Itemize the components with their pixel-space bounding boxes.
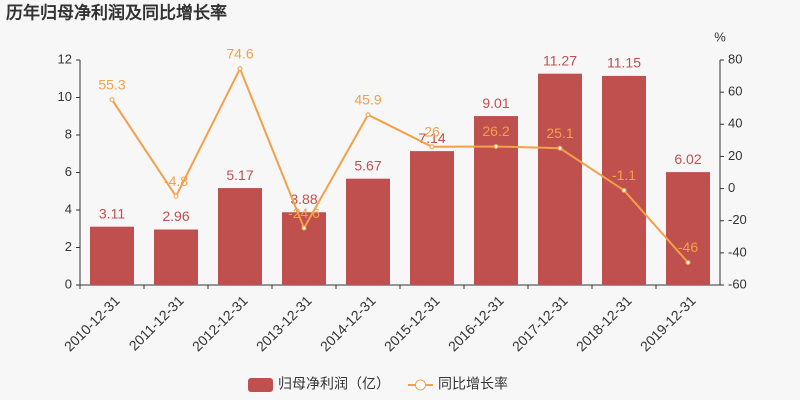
bar-value-label: 3.88 bbox=[290, 191, 317, 207]
x-tick-label: 2013-12-31 bbox=[253, 292, 315, 354]
line-point bbox=[493, 143, 499, 149]
y-tick-label: 4 bbox=[65, 201, 72, 216]
bar bbox=[90, 226, 134, 285]
line-point bbox=[301, 225, 307, 231]
y2-tick-label: 80 bbox=[728, 51, 742, 66]
y2-unit: % bbox=[714, 29, 726, 44]
bar-value-label: 3.11 bbox=[99, 205, 125, 221]
y2-tick-label: -20 bbox=[728, 212, 747, 227]
y2-tick-label: 60 bbox=[728, 84, 742, 99]
y-tick-label: 10 bbox=[58, 89, 72, 104]
line-point bbox=[173, 193, 179, 199]
y2-tick-label: 0 bbox=[728, 180, 735, 195]
line-value-label: -24.6 bbox=[288, 205, 320, 221]
bar-value-label: 5.67 bbox=[354, 157, 381, 173]
bar bbox=[282, 212, 326, 285]
bar bbox=[666, 172, 710, 285]
line-point bbox=[429, 144, 435, 150]
bar-value-label: 11.15 bbox=[607, 55, 641, 71]
y-tick-label: 0 bbox=[65, 276, 72, 291]
line-value-label: 55.3 bbox=[98, 76, 125, 92]
line-point bbox=[109, 97, 115, 103]
bar bbox=[154, 229, 198, 285]
bar bbox=[538, 73, 582, 285]
bar-value-label: 11.27 bbox=[543, 52, 577, 68]
line-point bbox=[685, 260, 691, 265]
bar-value-label: 6.02 bbox=[674, 151, 701, 167]
line-value-label: 26 bbox=[424, 123, 440, 139]
line-point bbox=[557, 145, 563, 151]
y2-tick-label: -60 bbox=[728, 276, 747, 291]
x-tick-label: 2014-12-31 bbox=[317, 292, 379, 354]
legend-swatch bbox=[415, 379, 426, 391]
line-point bbox=[365, 112, 371, 118]
line-value-label: -46 bbox=[678, 239, 698, 255]
bar-value-label: 5.17 bbox=[226, 167, 253, 183]
line-point bbox=[621, 187, 627, 193]
x-tick-label: 2019-12-31 bbox=[637, 292, 699, 354]
y2-tick-label: 40 bbox=[728, 116, 742, 131]
x-tick-label: 2010-12-31 bbox=[61, 292, 123, 354]
line-value-label: 45.9 bbox=[354, 92, 381, 108]
legend-swatch bbox=[248, 378, 273, 392]
x-tick-label: 2015-12-31 bbox=[381, 292, 443, 354]
x-tick-label: 2017-12-31 bbox=[509, 292, 571, 354]
x-tick-label: 2016-12-31 bbox=[445, 292, 507, 354]
line-value-label: 74.6 bbox=[226, 45, 253, 61]
legend-label: 归母净利润（亿） bbox=[278, 376, 390, 392]
y-tick-label: 2 bbox=[65, 239, 72, 254]
line-value-label: 26.2 bbox=[482, 123, 509, 139]
line-point bbox=[237, 66, 243, 72]
bar-value-label: 9.01 bbox=[482, 95, 509, 111]
line-value-label: 25.1 bbox=[546, 125, 573, 141]
line-value-label: -4.8 bbox=[164, 173, 188, 189]
bar bbox=[346, 178, 390, 285]
x-tick-label: 2011-12-31 bbox=[126, 292, 187, 353]
bar bbox=[218, 188, 262, 285]
line bbox=[111, 66, 689, 264]
bar bbox=[410, 151, 454, 285]
y2-tick-label: -40 bbox=[728, 244, 747, 259]
legend-label: 同比增长率 bbox=[438, 376, 508, 392]
y-tick-label: 6 bbox=[65, 164, 72, 179]
y2-tick-label: 20 bbox=[728, 148, 742, 163]
line-value-label: -1.1 bbox=[612, 167, 636, 183]
bar bbox=[474, 116, 518, 285]
y-tick-label: 8 bbox=[65, 126, 72, 141]
bar-value-label: 2.96 bbox=[162, 208, 189, 224]
x-tick-label: 2018-12-31 bbox=[573, 292, 635, 354]
y-tick-label: 12 bbox=[58, 51, 72, 66]
chart-title: 历年归母净利润及同比增长率 bbox=[6, 2, 227, 22]
bar-value-label: 7.14 bbox=[418, 130, 445, 146]
x-tick-label: 2012-12-31 bbox=[189, 292, 251, 354]
